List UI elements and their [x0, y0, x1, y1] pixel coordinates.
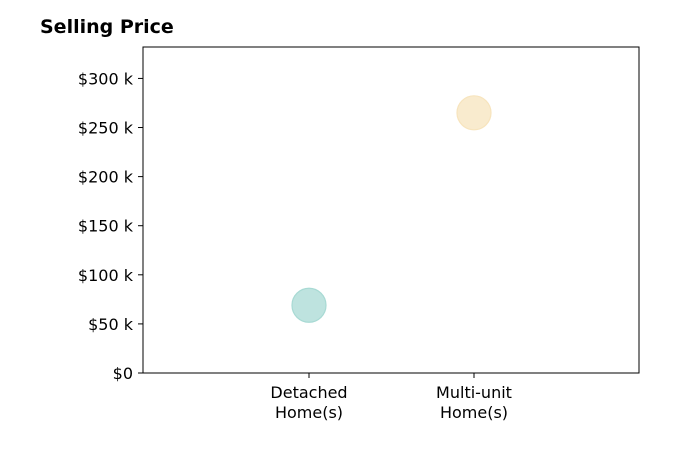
plot-frame: [142, 46, 640, 374]
x-tick-label: Detached Home(s): [270, 383, 347, 422]
y-tick-label: $50 k: [88, 315, 134, 334]
y-tick-label: $200 k: [78, 168, 134, 187]
data-point-multi-unit-homes: [456, 95, 492, 131]
data-point-detached-homes: [291, 287, 327, 323]
y-tick-label: $300 k: [78, 69, 134, 88]
y-tick-label: $0: [113, 364, 133, 383]
y-axis-ticks: $0 $50 k $100 k $150 k $200 k $250 k $300 k: [78, 69, 143, 383]
x-tick-label: Multi-unit Home(s): [436, 383, 512, 422]
chart-title: Selling Price: [40, 16, 174, 38]
y-tick-label: $100 k: [78, 266, 134, 285]
x-axis-ticks: Detached Home(s) Multi-unit Home(s): [270, 373, 512, 422]
data-points: [291, 95, 492, 323]
y-tick-label: $250 k: [78, 119, 134, 138]
y-tick-label: $150 k: [78, 217, 134, 236]
